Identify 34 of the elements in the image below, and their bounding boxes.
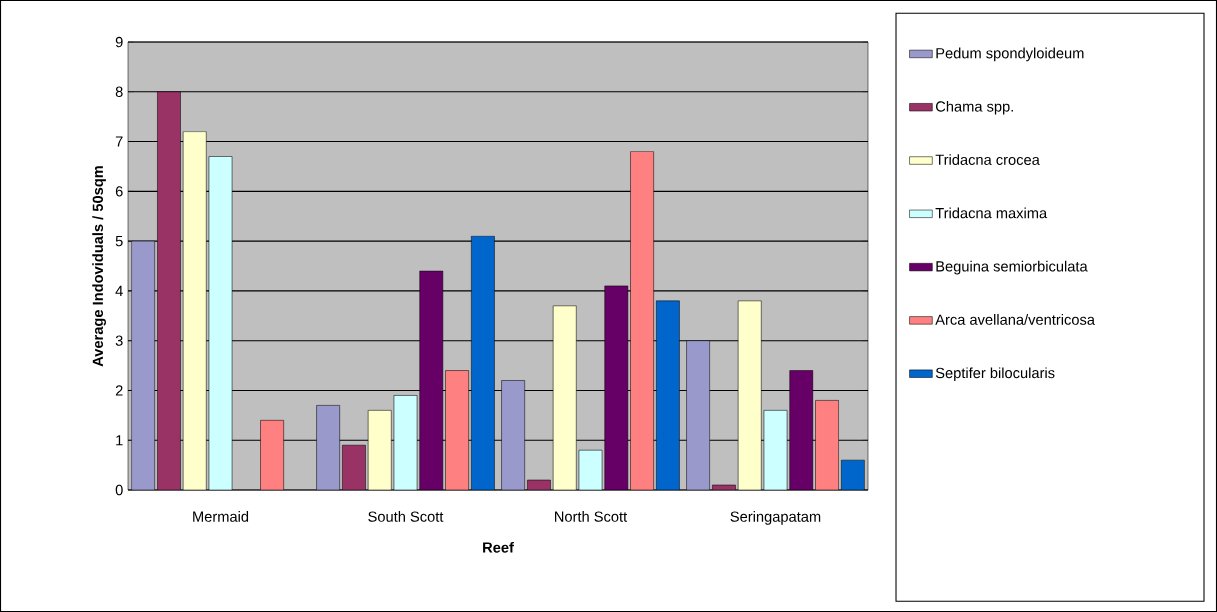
bar <box>131 240 155 490</box>
y-tick-label: 8 <box>115 86 123 97</box>
x-tick-label: Seringapatam <box>730 511 821 525</box>
bar <box>471 235 495 490</box>
y-axis-title: Average Indoviduals / 50sqm <box>92 166 106 367</box>
y-tick-label: 5 <box>115 236 123 247</box>
bar <box>656 300 680 490</box>
bar <box>552 305 577 490</box>
legend-label: Septifer bilocularis <box>935 367 1055 382</box>
y-tick-label: 3 <box>115 335 123 346</box>
y-tick-label: 2 <box>115 385 123 396</box>
legend-label: Pedum spondyloideum <box>936 47 1084 62</box>
x-axis-title: Reef <box>483 541 514 553</box>
y-tick-label: 4 <box>115 285 123 296</box>
legend-label: Beguina semiorbiculata <box>936 260 1088 275</box>
x-tick-label: North Scott <box>555 511 628 522</box>
y-tick-label: 1 <box>116 435 123 446</box>
x-tick-label: Mermaid <box>193 511 249 522</box>
bar <box>316 405 340 490</box>
bar <box>367 410 392 490</box>
bar <box>737 300 762 490</box>
legend-label: Chama spp. <box>935 100 1013 115</box>
x-tick-label: South Scott <box>368 511 444 522</box>
bar <box>686 340 710 490</box>
y-tick-label: 0 <box>115 484 123 496</box>
y-tick-label: 6 <box>115 186 123 197</box>
legend-label: Tridacna maxima <box>935 207 1048 219</box>
y-tick-label: 7 <box>115 136 123 147</box>
bar <box>208 156 233 490</box>
bar <box>182 131 207 490</box>
bar <box>501 380 525 490</box>
legend-label: Arca avellana/ventricosa <box>935 314 1095 325</box>
y-tick-label: 9 <box>115 36 123 48</box>
legend-label: Tridacna crocea <box>935 154 1040 165</box>
